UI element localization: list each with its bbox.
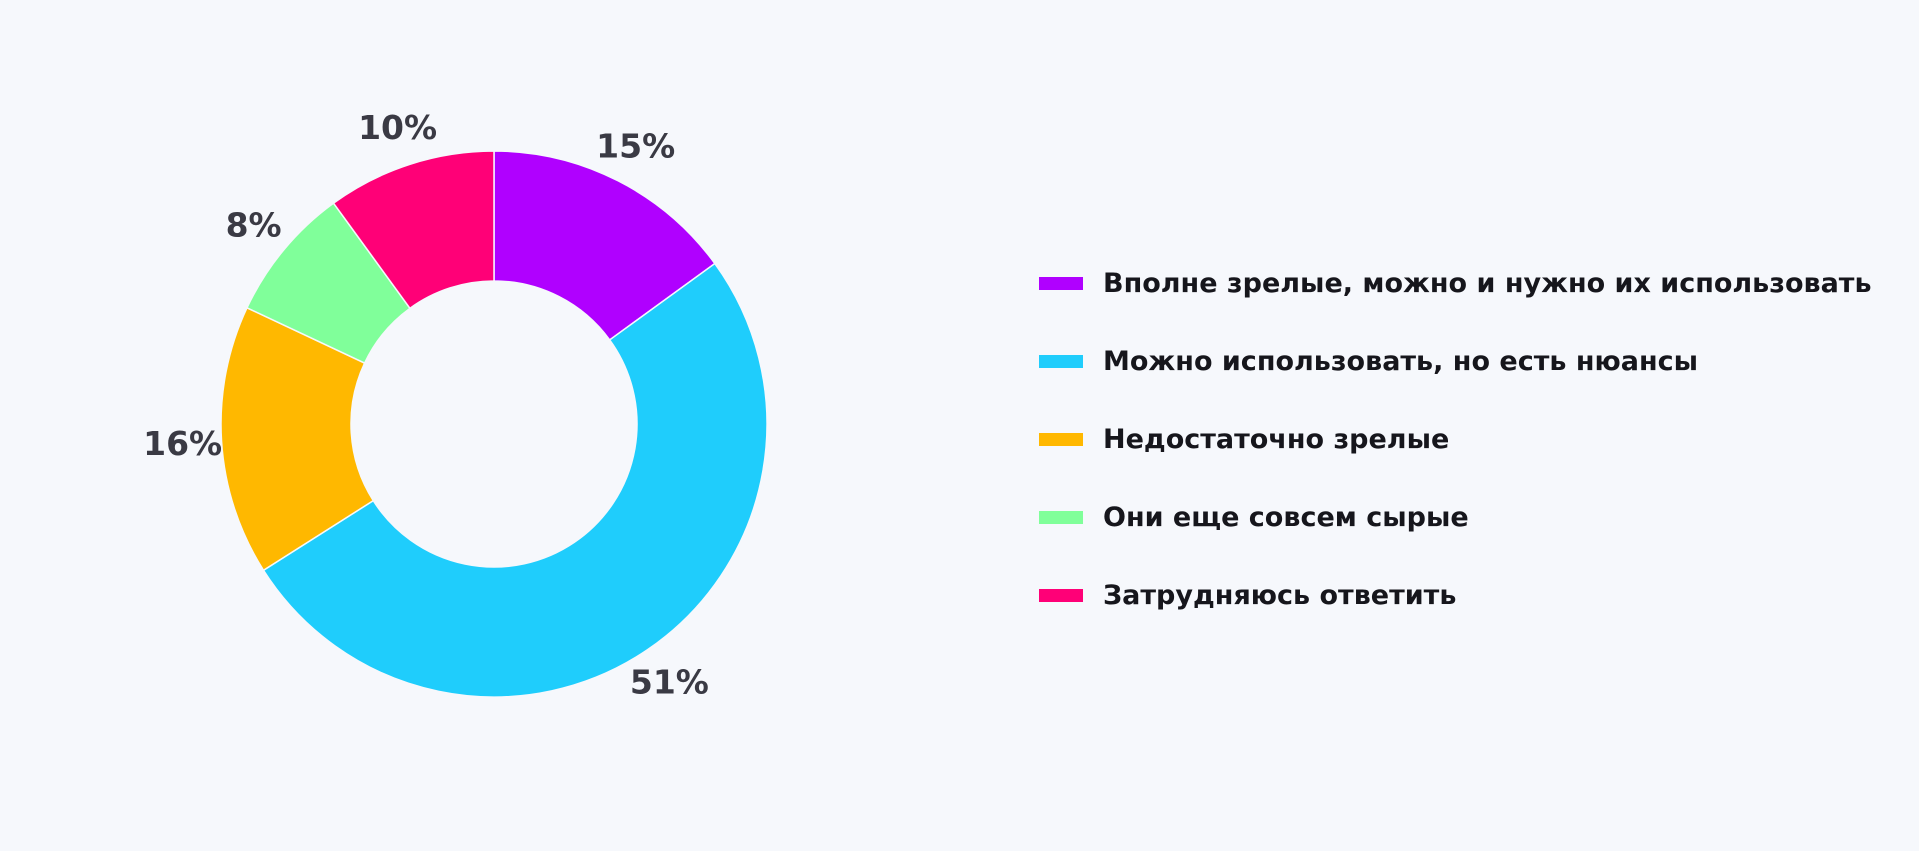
slice-value-label: 51% (630, 663, 709, 702)
legend-item: Недостаточно зрелые (1039, 400, 1872, 478)
donut-slice (262, 262, 768, 698)
donut-slice (332, 150, 495, 310)
legend-swatch (1039, 432, 1083, 446)
legend-label: Затрудняюсь ответить (1103, 579, 1457, 611)
legend: Вполне зрелые, можно и нужно их использо… (1039, 244, 1872, 634)
donut-slice (220, 306, 375, 572)
legend-label: Вполне зрелые, можно и нужно их использо… (1103, 267, 1872, 299)
legend-label: Недостаточно зрелые (1103, 423, 1450, 455)
legend-swatch (1039, 588, 1083, 602)
slice-value-label: 8% (226, 206, 282, 245)
legend-item: Можно использовать, но есть нюансы (1039, 322, 1872, 400)
slice-value-label: 10% (358, 108, 437, 147)
legend-swatch (1039, 354, 1083, 368)
donut-svg: 15% 51% 16% 8% 10% (143, 108, 768, 702)
slice-value-label: 15% (596, 127, 675, 166)
legend-swatch (1039, 276, 1083, 290)
legend-label: Они еще совсем сырые (1103, 501, 1469, 533)
slice-value-label: 16% (143, 424, 222, 463)
legend-item: Вполне зрелые, можно и нужно их использо… (1039, 244, 1872, 322)
donut-slice (493, 150, 716, 341)
legend-label: Можно использовать, но есть нюансы (1103, 345, 1699, 377)
legend-swatch (1039, 510, 1083, 524)
legend-item: Затрудняюсь ответить (1039, 556, 1872, 634)
legend-item: Они еще совсем сырые (1039, 478, 1872, 556)
